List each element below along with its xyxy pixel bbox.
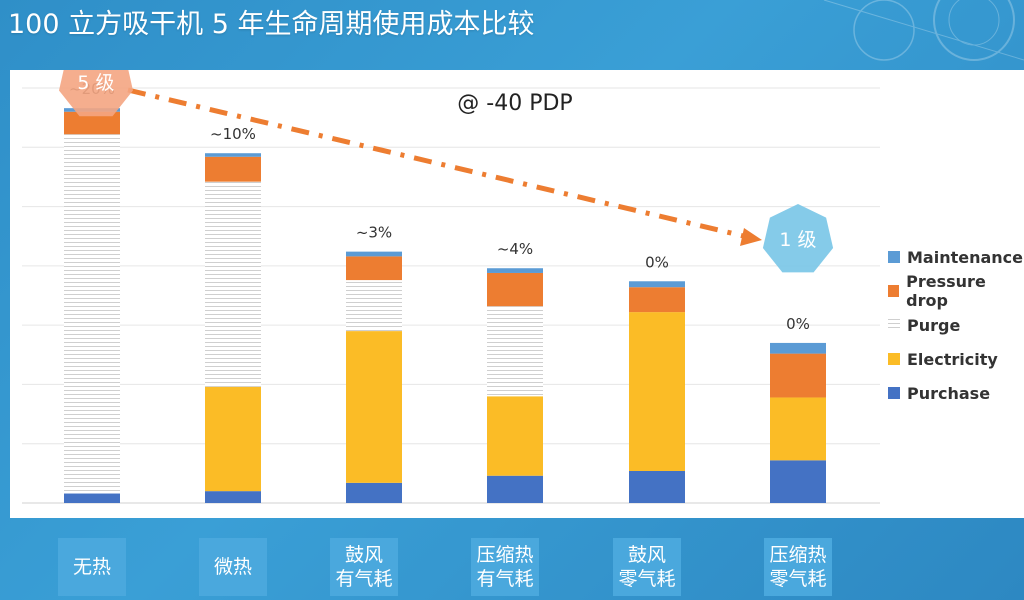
bar-segment-electricity [205, 386, 261, 492]
bar-segment-purchase [629, 470, 685, 503]
bar-segment-maintenance [205, 153, 261, 157]
legend-label: Maintenance [907, 247, 1024, 267]
chart-title: @ -40 PDP [457, 91, 572, 116]
bar-segment-electricity [487, 396, 543, 476]
badge-left-label: 5 级 [77, 72, 114, 94]
legend-swatch [888, 353, 900, 365]
bar-segment-purge [487, 306, 543, 397]
bar-segment-electricity [629, 312, 685, 471]
bar-segment-pressure-drop [64, 111, 120, 135]
legend-swatch [888, 285, 900, 297]
bar-segment-pressure-drop [205, 156, 261, 182]
legend-item: Pressure drop [888, 272, 1024, 310]
legend-label: Pressure drop [906, 272, 986, 310]
trend-arrow-head [740, 228, 762, 246]
category-label-line: 鼓风 [344, 544, 383, 566]
bar-segment-purge [346, 280, 402, 332]
bar-segment-pressure-drop [346, 256, 402, 281]
bar-segment-purchase [487, 475, 543, 503]
category-label: 压缩热 有气耗 [471, 538, 539, 596]
category-label-line: 有气耗 [335, 568, 393, 590]
category-label: 鼓风 有气耗 [330, 538, 398, 596]
category-label-line: 无热 [72, 556, 111, 578]
bar-segment-pressure-drop [487, 272, 543, 307]
bar-annotation: ~4% [497, 240, 533, 258]
bar-segment-electricity [770, 397, 826, 461]
bar-annotation: 0% [786, 315, 810, 333]
bar-segment-purchase [205, 491, 261, 503]
bar-segment-purchase [64, 493, 120, 503]
legend-swatch [888, 251, 900, 263]
legend-item: Purge [888, 308, 1024, 342]
bar-segment-purge [205, 181, 261, 387]
category-label-line: 微热 [213, 556, 252, 578]
slide-title: 100 立方吸干机 5 年生命周期使用成本比较 [8, 9, 535, 40]
category-label: 压缩热 零气耗 [764, 538, 832, 596]
legend-swatch [888, 387, 900, 399]
bar-segment-purge [64, 134, 120, 494]
legend-item: Purchase [888, 376, 1024, 410]
category-label: 无热 [58, 538, 126, 596]
bar-annotation: 0% [645, 253, 669, 271]
category-label-line: 压缩热 [476, 544, 534, 566]
category-label-line: 鼓风 [627, 544, 666, 566]
legend-label: Purchase [907, 383, 991, 403]
badge-left-shape [59, 70, 133, 117]
badge-right-shape [762, 204, 834, 273]
bar-segment-maintenance [770, 342, 826, 354]
legend-item: Electricity [888, 342, 1024, 376]
trend-arrow-line [127, 87, 753, 241]
bar-segment-maintenance [346, 251, 402, 257]
legend-label: Purge [907, 315, 961, 335]
category-label: 鼓风 零气耗 [613, 538, 681, 596]
category-label-line: 有气耗 [476, 568, 534, 590]
chart-legend: Maintenance Pressure drop Purge Electricity… [888, 240, 1024, 410]
legend-swatch [888, 319, 900, 331]
stacked-bar-chart: @ -40 PDP~20%~10%~3%~4%0%0%5 级1 级 [22, 70, 880, 504]
category-label: 微热 [199, 538, 267, 596]
bar-segment-purchase [770, 460, 826, 503]
bar-segment-purchase [346, 482, 402, 503]
category-label-line: 压缩热 [769, 544, 827, 566]
category-label-line: 零气耗 [769, 568, 827, 590]
chart-panel: @ -40 PDP~20%~10%~3%~4%0%0%5 级1 级 [10, 70, 1024, 518]
bar-segment-pressure-drop [770, 353, 826, 398]
legend-label: Electricity [907, 349, 998, 369]
decorative-gear-pattern [823, 0, 1024, 61]
badge-right-label: 1 级 [779, 229, 816, 251]
bar-segment-maintenance [487, 268, 543, 273]
bar-annotation: ~10% [210, 125, 256, 143]
bar-segment-maintenance [629, 281, 685, 288]
category-label-line: 零气耗 [618, 568, 676, 590]
bar-segment-electricity [346, 331, 402, 483]
legend-item: Maintenance [888, 240, 1024, 274]
bar-segment-pressure-drop [629, 287, 685, 313]
bar-annotation: ~3% [356, 224, 392, 242]
